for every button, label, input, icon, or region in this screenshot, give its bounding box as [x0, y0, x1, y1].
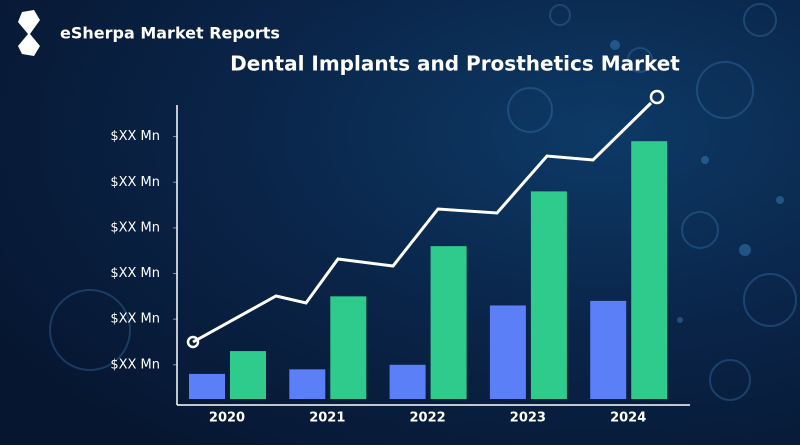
brand: eSherpa Market Reports: [60, 24, 280, 43]
y-tick-label: $XX Mn: [110, 175, 160, 190]
x-tick-label: 2023: [510, 411, 546, 426]
y-tick-label: $XX Mn: [110, 129, 160, 144]
x-tick-label: 2021: [309, 411, 345, 426]
y-tick-label: $XX Mn: [110, 266, 160, 281]
bar: [590, 300, 627, 399]
logo: [18, 10, 40, 56]
bar: [330, 296, 367, 399]
y-tick-label: $XX Mn: [110, 220, 160, 235]
bar: [489, 305, 526, 399]
decor-bubbles: [49, 3, 797, 401]
bar: [530, 191, 567, 399]
bar: [430, 246, 467, 399]
decor-dots: [610, 40, 784, 323]
x-tick-label: 2024: [610, 411, 646, 426]
trend-end: [649, 89, 665, 105]
bar: [189, 373, 225, 399]
trend-line: [192, 101, 653, 344]
bar: [389, 364, 426, 399]
y-tick-label: $XX Mn: [110, 312, 160, 327]
bar: [289, 369, 326, 399]
bar: [230, 351, 266, 399]
x-tick-label: 2022: [410, 411, 446, 426]
y-tick-label: $XX Mn: [110, 357, 160, 372]
x-tick-label: 2020: [209, 411, 245, 426]
bar: [631, 141, 668, 399]
chart-title: Dental Implants and Prosthetics Market: [230, 52, 680, 76]
trend-start: [186, 335, 200, 349]
